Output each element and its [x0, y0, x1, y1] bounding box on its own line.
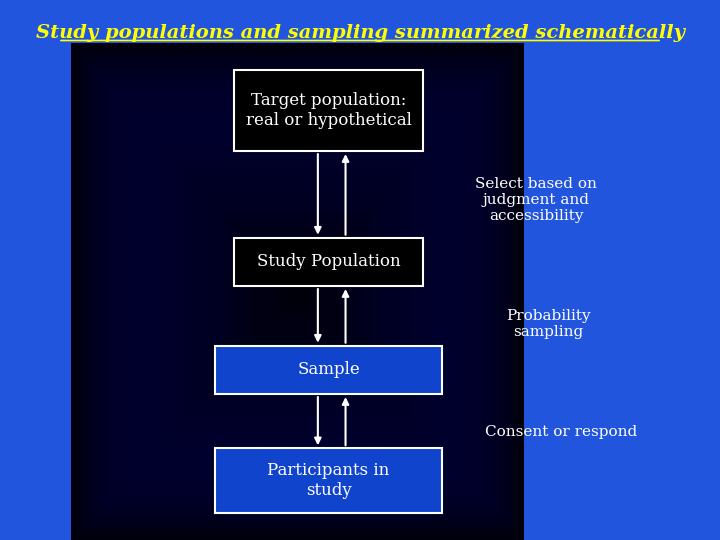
Bar — [110, 86, 484, 497]
Bar — [274, 267, 320, 316]
Bar — [99, 74, 495, 509]
Bar — [207, 192, 387, 391]
Bar — [138, 118, 456, 465]
Bar — [234, 238, 423, 286]
Bar — [76, 50, 518, 534]
Text: Study populations and sampling summarized schematically: Study populations and sampling summarize… — [35, 24, 685, 42]
Bar — [234, 70, 423, 151]
Bar — [179, 161, 416, 422]
Bar — [218, 205, 377, 379]
Bar — [156, 137, 438, 447]
Bar — [235, 223, 359, 360]
Bar — [161, 143, 433, 441]
Bar — [212, 198, 382, 384]
Text: Target population:
real or hypothetical: Target population: real or hypothetical — [246, 92, 412, 129]
Bar — [189, 174, 405, 409]
Bar — [104, 80, 490, 503]
Bar — [122, 99, 472, 484]
Text: Probability
sampling: Probability sampling — [506, 309, 591, 339]
Bar — [269, 260, 325, 322]
Bar — [116, 93, 478, 490]
Bar — [150, 130, 444, 453]
Bar — [173, 155, 422, 428]
Bar — [82, 56, 512, 528]
Bar — [133, 111, 462, 472]
Bar — [71, 43, 523, 540]
Bar — [246, 235, 348, 348]
Bar — [258, 248, 337, 335]
Bar — [240, 230, 354, 354]
Text: Study Population: Study Population — [257, 253, 400, 271]
Text: Sample: Sample — [297, 361, 360, 379]
Bar — [88, 62, 507, 522]
Bar — [167, 148, 427, 434]
Bar — [252, 242, 343, 341]
Bar — [201, 186, 393, 397]
Bar — [215, 448, 442, 513]
Bar — [144, 124, 450, 459]
Bar — [71, 43, 523, 540]
Bar — [195, 180, 399, 403]
Text: Consent or respond: Consent or respond — [485, 425, 637, 439]
Bar — [286, 279, 308, 304]
Text: Select based on
judgment and
accessibility: Select based on judgment and accessibili… — [475, 177, 597, 223]
Bar — [263, 254, 331, 329]
Bar — [215, 346, 442, 394]
Bar — [280, 273, 314, 310]
Text: Participants in
study: Participants in study — [267, 462, 390, 499]
Bar — [127, 105, 467, 478]
Bar — [223, 211, 371, 373]
Bar — [292, 285, 303, 298]
Bar — [94, 68, 501, 515]
Bar — [184, 167, 410, 416]
Bar — [229, 217, 365, 366]
